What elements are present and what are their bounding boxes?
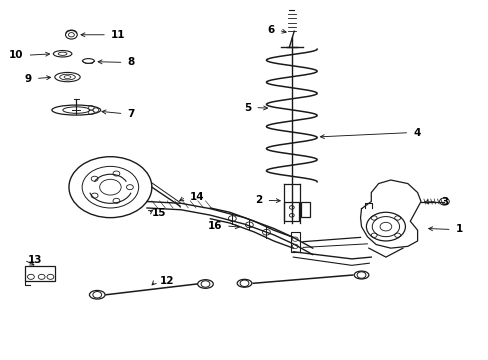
Text: 5: 5 [244,103,251,113]
Text: 11: 11 [111,30,125,40]
Text: 1: 1 [455,225,462,234]
Text: 4: 4 [412,128,420,138]
Text: 10: 10 [9,50,23,60]
Text: 12: 12 [159,276,174,286]
Text: 3: 3 [440,197,447,207]
Text: 15: 15 [152,208,166,219]
Text: 9: 9 [25,73,32,84]
Text: 6: 6 [267,26,274,35]
Text: 14: 14 [189,192,204,202]
Text: 8: 8 [127,57,135,67]
Text: 2: 2 [255,195,262,206]
Text: 13: 13 [28,255,42,265]
Text: 7: 7 [127,109,135,119]
Text: 16: 16 [207,221,222,231]
